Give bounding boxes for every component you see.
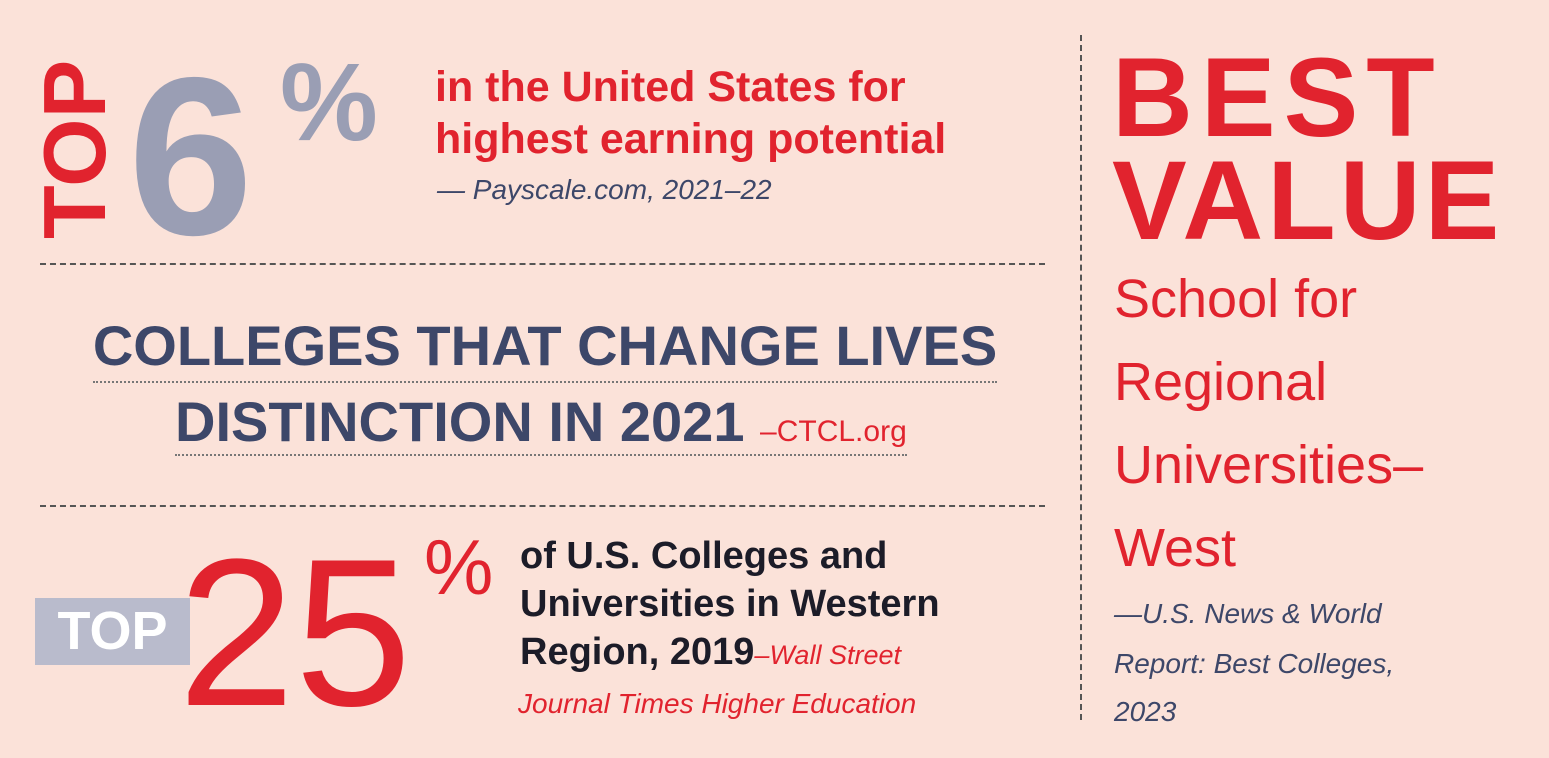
text-line-group: Region, 2019–Wall Street <box>520 633 901 671</box>
source: Report: Best Colleges, <box>1114 648 1395 679</box>
text-line: highest earning potential <box>435 115 947 163</box>
source: –Wall Street <box>754 640 901 670</box>
heading: VALUE <box>1112 138 1504 263</box>
text-line: COLLEGES THAT CHANGE LIVES <box>92 314 998 383</box>
source: — Payscale.com, 2021–22 <box>437 174 772 205</box>
text-line: School for <box>1114 269 1358 329</box>
source: –CTCL.org <box>760 415 907 448</box>
text-line: Universities in Western <box>520 583 940 625</box>
ctcl-line: DISTINCTION IN 2021 –CTCL.org <box>175 394 907 456</box>
source: Journal Times Higher Education <box>518 688 917 719</box>
text-line: of U.S. Colleges and <box>520 535 888 577</box>
divider <box>40 505 1045 507</box>
text-line: Universities– <box>1114 435 1424 495</box>
percent: % <box>280 41 378 164</box>
top-label: TOP <box>25 59 124 239</box>
big-number: 25 <box>178 515 412 750</box>
heading: BEST <box>1112 35 1443 160</box>
percent: % <box>424 523 494 611</box>
divider <box>1080 35 1082 720</box>
source: 2023 <box>1114 696 1177 727</box>
top-badge: TOP <box>35 598 190 665</box>
big-number: 6 <box>128 30 254 282</box>
text-line: Region, 2019 <box>520 631 755 673</box>
text-line: Regional <box>1114 352 1328 412</box>
divider <box>40 263 1045 265</box>
source: —U.S. News & World <box>1114 598 1382 629</box>
text-line: West <box>1114 518 1237 578</box>
ctcl-line: COLLEGES THAT CHANGE LIVES <box>0 314 1090 383</box>
text-line: in the United States for <box>435 63 906 111</box>
text-line: DISTINCTION IN 2021 <box>175 390 745 453</box>
